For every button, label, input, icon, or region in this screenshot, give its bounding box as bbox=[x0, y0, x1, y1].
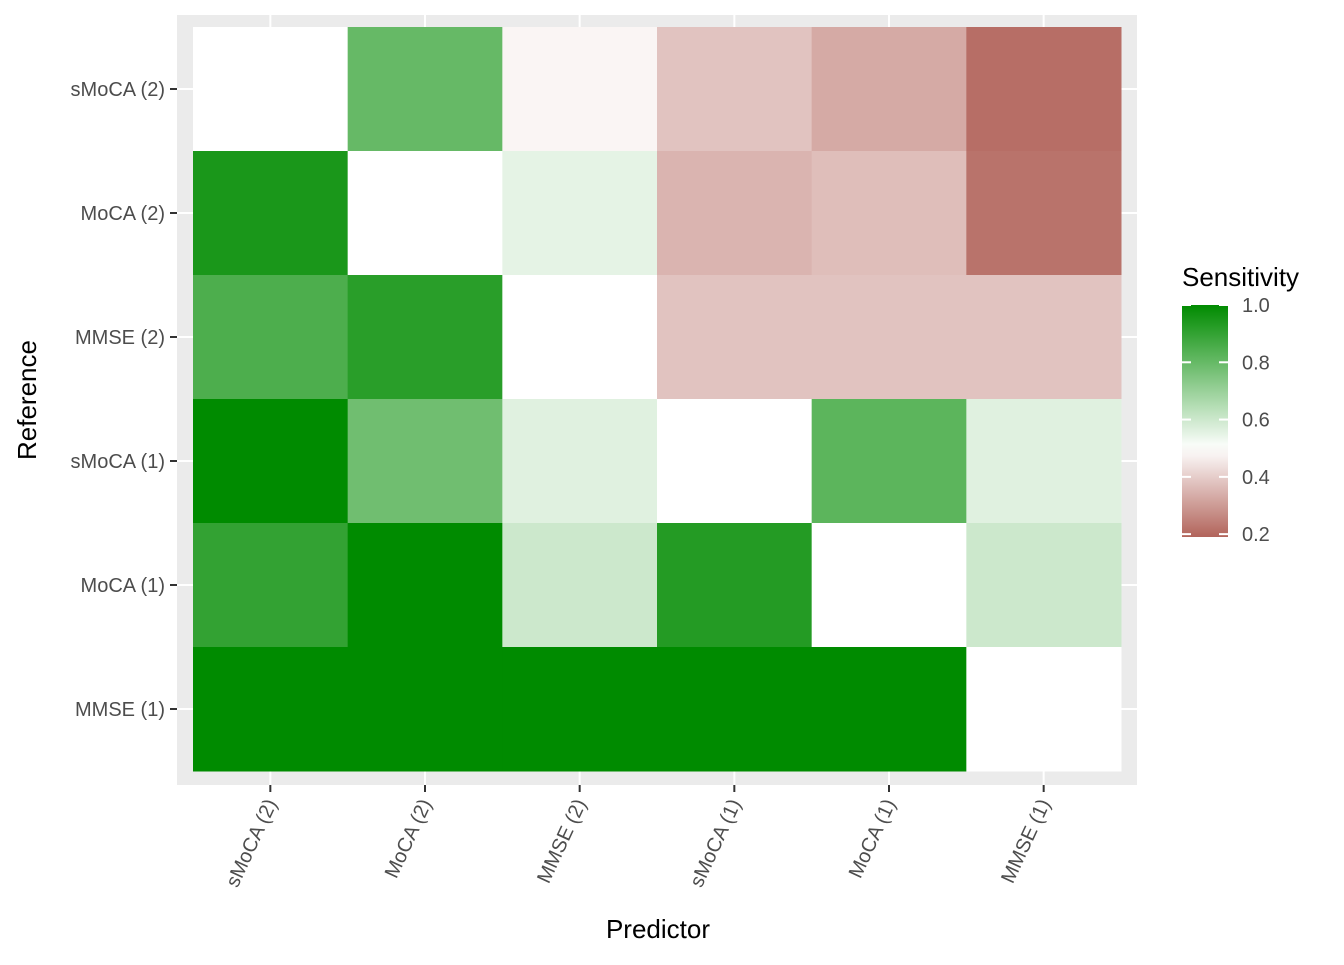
y-tick-label: MMSE (1) bbox=[75, 699, 165, 721]
heat-cell bbox=[502, 647, 658, 772]
x-tick-label: sMoCA (2) bbox=[222, 796, 282, 891]
heat-cell bbox=[193, 399, 349, 524]
heat-cell bbox=[502, 27, 658, 152]
legend-title: Sensitivity bbox=[1182, 262, 1299, 292]
heat-cell bbox=[966, 151, 1122, 276]
heat-cell bbox=[347, 647, 503, 772]
heat-cell bbox=[811, 647, 967, 772]
na-cell bbox=[502, 275, 658, 400]
y-tick-label: MoCA (2) bbox=[81, 203, 165, 225]
heat-cell bbox=[657, 647, 813, 772]
heat-cell bbox=[966, 523, 1122, 648]
heat-cell bbox=[502, 151, 658, 276]
y-tick-label: MoCA (1) bbox=[81, 575, 165, 597]
heat-cell bbox=[347, 399, 503, 524]
legend-tick-label: 0.8 bbox=[1242, 352, 1270, 374]
x-axis-title: Predictor bbox=[606, 914, 710, 944]
heat-cell bbox=[966, 275, 1122, 400]
heat-cell bbox=[347, 27, 503, 152]
legend-tick-label: 1.0 bbox=[1242, 295, 1270, 317]
heat-cell bbox=[811, 27, 967, 152]
heat-cell bbox=[657, 523, 813, 648]
y-tick-label: sMoCA (2) bbox=[71, 79, 165, 101]
na-cell bbox=[811, 523, 967, 648]
y-tick-label: MMSE (2) bbox=[75, 327, 165, 349]
x-tick-label: MMSE (1) bbox=[997, 796, 1055, 887]
heat-cell bbox=[811, 275, 967, 400]
x-tick-label: MoCA (1) bbox=[845, 796, 901, 882]
heat-cell bbox=[657, 151, 813, 276]
heat-cell bbox=[966, 27, 1122, 152]
heat-cell bbox=[811, 399, 967, 524]
na-cell bbox=[193, 27, 349, 152]
na-cell bbox=[966, 647, 1122, 772]
legend-tick-label: 0.2 bbox=[1242, 524, 1270, 546]
na-cell bbox=[657, 399, 813, 524]
heat-cell bbox=[657, 27, 813, 152]
heat-cell bbox=[193, 275, 349, 400]
heat-cell bbox=[657, 275, 813, 400]
na-cell bbox=[347, 151, 503, 276]
heat-cell bbox=[347, 275, 503, 400]
legend-tick-label: 0.4 bbox=[1242, 467, 1270, 489]
heat-cell bbox=[502, 523, 658, 648]
heat-cell bbox=[193, 647, 349, 772]
legend-tick-label: 0.6 bbox=[1242, 410, 1270, 432]
x-tick-label: MoCA (2) bbox=[381, 796, 437, 882]
y-tick-label: sMoCA (1) bbox=[71, 451, 165, 473]
plot-area bbox=[177, 15, 1137, 785]
heat-cell bbox=[193, 151, 349, 276]
heat-cell bbox=[811, 151, 967, 276]
colorbar bbox=[1182, 305, 1228, 537]
heat-cell bbox=[502, 399, 658, 524]
heat-cell bbox=[966, 399, 1122, 524]
y-axis-title: Reference bbox=[12, 340, 42, 460]
x-tick-label: MMSE (2) bbox=[533, 796, 591, 887]
heat-cell bbox=[347, 523, 503, 648]
heat-cell bbox=[193, 523, 349, 648]
x-tick-label: sMoCA (1) bbox=[686, 796, 746, 891]
